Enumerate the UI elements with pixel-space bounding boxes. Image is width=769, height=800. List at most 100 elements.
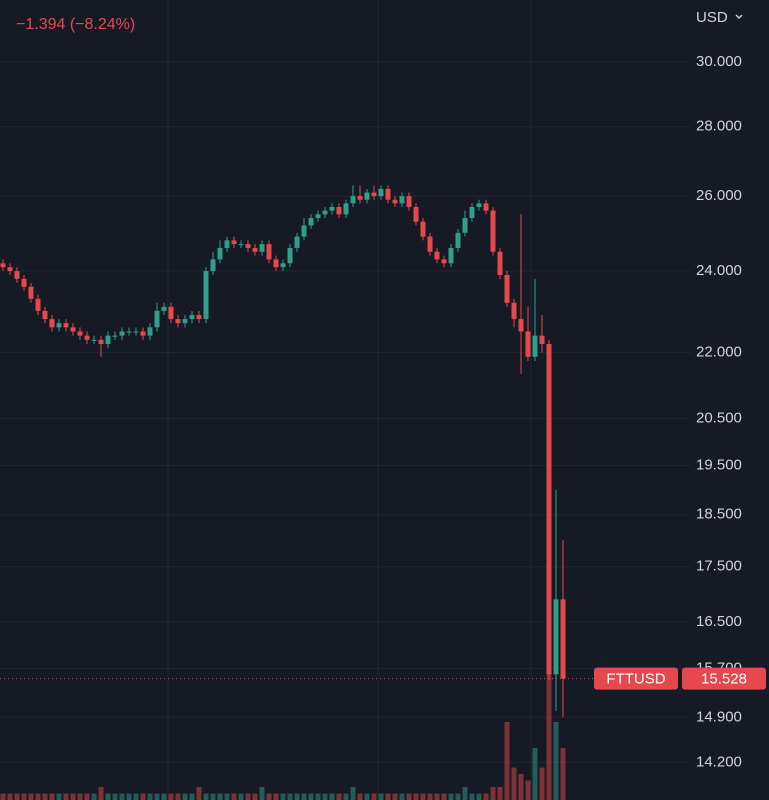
candle-body <box>196 314 202 320</box>
candle-body <box>175 319 181 324</box>
candle-body <box>189 314 195 320</box>
candle-body <box>224 240 230 248</box>
volume-bar <box>357 793 363 800</box>
volume-bar <box>133 793 139 800</box>
volume-bar <box>259 787 265 800</box>
candle-body <box>203 271 209 320</box>
volume-bar <box>98 787 104 800</box>
candle-body <box>462 217 468 233</box>
candle-body <box>252 247 258 252</box>
candle-body <box>301 225 307 237</box>
candle-body <box>70 327 76 332</box>
volume-bar <box>294 793 300 800</box>
candle-body <box>343 203 349 215</box>
candle-body <box>441 259 447 264</box>
candle-body <box>329 206 335 211</box>
candle-body <box>231 240 237 245</box>
volume-bar <box>14 793 20 800</box>
candle-body <box>182 319 188 324</box>
candle-body <box>490 210 496 252</box>
candle-body <box>245 244 251 248</box>
volume-bar <box>469 793 475 800</box>
volume-bar <box>196 787 202 800</box>
candle-body <box>364 192 370 200</box>
candle-body <box>315 214 321 218</box>
candle-body <box>42 310 48 320</box>
volume-bar <box>273 793 279 800</box>
candle-body <box>308 217 314 226</box>
volume-bar <box>217 793 223 800</box>
candle-body <box>385 188 391 200</box>
price-tag-box <box>682 667 766 690</box>
volume-bar <box>546 670 552 800</box>
candle-body <box>504 274 510 303</box>
volume-bar <box>504 722 510 800</box>
symbol-label: FTTUSD <box>606 671 665 688</box>
candle-body <box>14 271 20 279</box>
y-tick-label: 28.000 <box>696 118 742 135</box>
volume-bar <box>35 793 41 800</box>
volume-bar <box>105 793 111 800</box>
volume-bar <box>539 767 545 800</box>
candle-body <box>560 599 566 679</box>
candle-body <box>455 232 461 248</box>
candle-body <box>126 331 132 333</box>
volume-bar <box>182 793 188 800</box>
candle-body <box>553 599 559 675</box>
candle-body <box>392 199 398 204</box>
volume-bar <box>532 748 538 800</box>
candle-body <box>322 210 328 215</box>
candle-body <box>476 203 482 207</box>
candle-body <box>280 263 286 268</box>
volume-bar <box>112 793 118 800</box>
volume-bar <box>238 793 244 800</box>
volume-bar <box>140 793 146 800</box>
y-tick-label: 16.500 <box>696 613 742 630</box>
candle-body <box>147 327 153 336</box>
y-tick-label: 30.000 <box>696 53 742 70</box>
candle-body <box>294 236 300 248</box>
y-tick-label: 24.000 <box>696 262 742 279</box>
volume <box>0 670 566 800</box>
volume-bar <box>63 793 69 800</box>
candle-body <box>518 319 524 332</box>
candle-body <box>259 244 265 252</box>
candle-body <box>161 306 167 311</box>
volume-bar <box>231 793 237 800</box>
candle-body <box>378 188 384 197</box>
volume-bar <box>378 793 384 800</box>
candle-body <box>91 339 97 341</box>
currency-chevron[interactable] <box>735 14 743 19</box>
candle-body <box>427 236 433 252</box>
volume-bar <box>392 793 398 800</box>
currency-label[interactable]: USD <box>696 9 728 26</box>
y-tick-label: 22.000 <box>696 343 742 360</box>
volume-bar <box>308 793 314 800</box>
volume-bar <box>189 793 195 800</box>
candle-body <box>35 298 41 311</box>
candle-body <box>84 335 90 340</box>
candle-body <box>336 206 342 215</box>
y-tick-label: 14.900 <box>696 708 742 725</box>
volume-bar <box>315 793 321 800</box>
candle-body <box>77 331 83 336</box>
volume-bar <box>224 793 230 800</box>
candle-body <box>210 259 216 272</box>
candle-body <box>49 319 55 328</box>
candle-body <box>105 335 111 345</box>
candle-body <box>133 331 139 333</box>
candle-body <box>273 259 279 268</box>
candle-body <box>112 335 118 337</box>
price-tag: FTTUSD 15.528 <box>0 667 766 690</box>
volume-bar <box>84 793 90 800</box>
volume-bar <box>56 793 62 800</box>
volume-bar <box>161 793 167 800</box>
volume-bar <box>497 787 503 800</box>
candle-body <box>483 203 489 211</box>
volume-bar <box>147 793 153 800</box>
volume-bar <box>21 793 27 800</box>
candle-body <box>168 306 174 320</box>
symbol-tag <box>594 667 678 690</box>
candle-body <box>357 196 363 200</box>
